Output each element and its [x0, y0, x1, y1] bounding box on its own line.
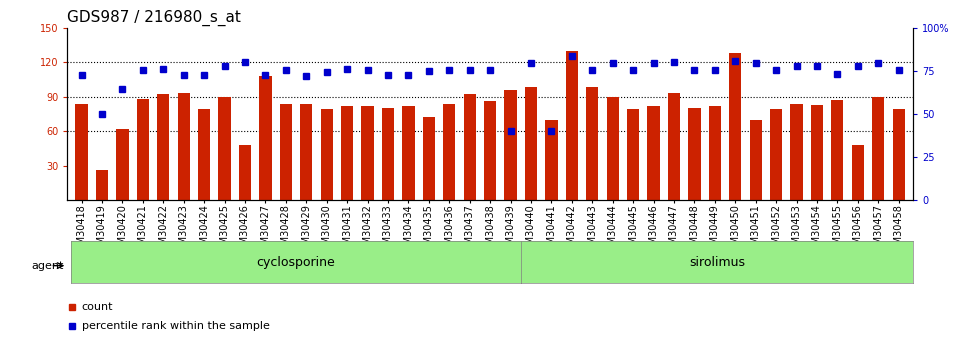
Bar: [484, 101, 496, 200]
Bar: [463, 94, 476, 200]
Bar: [606, 97, 619, 200]
Bar: [851, 145, 864, 200]
Bar: [218, 97, 231, 200]
Bar: [198, 109, 210, 200]
Bar: [259, 76, 272, 200]
Bar: [811, 105, 823, 200]
Bar: [525, 87, 537, 200]
Bar: [872, 97, 884, 200]
Text: count: count: [82, 302, 113, 312]
Bar: [96, 170, 109, 200]
Bar: [505, 90, 517, 200]
Bar: [76, 104, 87, 200]
Text: cyclosporine: cyclosporine: [257, 256, 335, 269]
Bar: [300, 104, 312, 200]
Bar: [158, 94, 169, 200]
Bar: [790, 104, 802, 200]
Bar: [729, 53, 741, 200]
Bar: [178, 93, 190, 200]
Bar: [831, 100, 844, 200]
Bar: [648, 106, 659, 200]
Bar: [136, 99, 149, 200]
Bar: [321, 109, 333, 200]
Bar: [688, 108, 701, 200]
Bar: [382, 108, 394, 200]
Bar: [893, 109, 904, 200]
Bar: [586, 87, 599, 200]
Bar: [627, 109, 639, 200]
Text: agent: agent: [32, 261, 64, 270]
Bar: [280, 104, 292, 200]
Bar: [341, 106, 354, 200]
Bar: [770, 109, 782, 200]
Bar: [403, 106, 414, 200]
Bar: [668, 93, 680, 200]
Bar: [116, 129, 129, 200]
Bar: [750, 120, 762, 200]
Text: GDS987 / 216980_s_at: GDS987 / 216980_s_at: [67, 10, 241, 26]
Bar: [545, 120, 557, 200]
Text: sirolimus: sirolimus: [689, 256, 745, 269]
Bar: [708, 106, 721, 200]
Bar: [361, 106, 374, 200]
Bar: [443, 104, 456, 200]
Text: percentile rank within the sample: percentile rank within the sample: [82, 321, 269, 331]
Bar: [239, 145, 251, 200]
Bar: [423, 117, 435, 200]
Bar: [566, 51, 578, 200]
